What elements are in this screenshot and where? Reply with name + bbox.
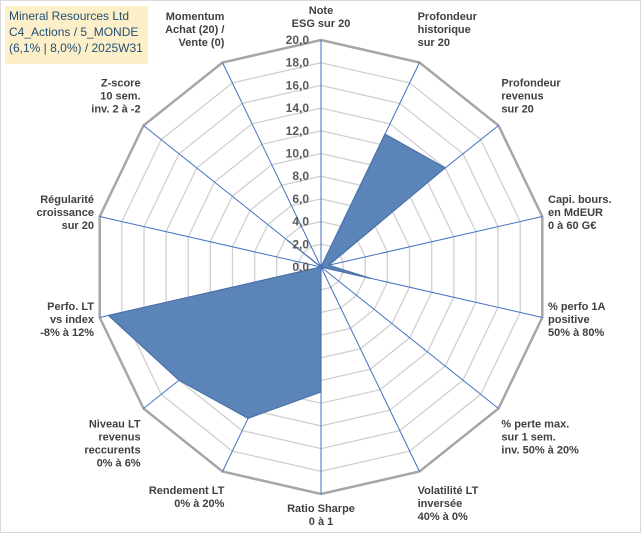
axis-label: Ratio Sharpe 0 à 1 <box>287 503 355 528</box>
tick-label: 10,0 <box>286 147 310 161</box>
axis-label: Profondeur historique sur 20 <box>418 11 478 49</box>
series-area <box>107 133 447 419</box>
radar-axis-labels: Note ESG sur 20 Profondeur historique sur 20… <box>37 5 612 528</box>
info-box: Mineral Resources Ltd C4_Actions / 5_MON… <box>5 6 148 64</box>
axis-spoke <box>99 216 322 268</box>
axis-spoke <box>320 266 420 472</box>
axis-spoke <box>320 266 499 409</box>
axis-label: Z-score 10 sem. inv. 2 à -2 <box>91 78 140 116</box>
info-company: Mineral Resources Ltd <box>9 9 130 23</box>
tick-label: 18,0 <box>286 56 310 70</box>
axis-label: Niveau LT revenus reccurents 0% à 6% <box>84 418 141 469</box>
tick-label: 12,0 <box>286 124 310 138</box>
axis-label: Régularité croissance sur 20 <box>37 194 94 232</box>
axis-label: Volatilité LT inversée 40% à 0% <box>418 485 479 523</box>
axis-label: Profondeur revenus sur 20 <box>501 78 561 116</box>
axis-label: Momentum Achat (20) / Vente (0) <box>165 11 225 49</box>
radar-series <box>107 133 447 419</box>
axis-spoke <box>222 62 322 268</box>
tick-label: 14,0 <box>286 101 310 115</box>
info-period: (6,1% | 8,0%) / 2025W31 <box>9 41 143 55</box>
axis-label: % perfo 1A positive 50% à 80% <box>548 301 606 339</box>
info-category: C4_Actions / 5_MONDE <box>9 25 139 39</box>
axis-label: Note ESG sur 20 <box>292 5 351 30</box>
tick-label: 0,0 <box>292 260 309 274</box>
tick-label: 8,0 <box>292 169 309 183</box>
radar-tick-labels: 0,0 2,0 4,0 6,0 8,0 10,0 12,0 14,0 16,0 18,0 20,0 <box>286 33 310 274</box>
tick-label: 16,0 <box>286 78 310 92</box>
axis-label: Perfo. LT vs index -8% à 12% <box>40 301 95 339</box>
tick-label: 2,0 <box>292 237 309 251</box>
tick-label: 6,0 <box>292 192 309 206</box>
axis-label: Rendement LT 0% à 20% <box>149 485 225 510</box>
tick-label: 20,0 <box>286 33 310 47</box>
tick-label: 4,0 <box>292 215 309 229</box>
axis-label: % perte max. sur 1 sem. inv. 50% à 20% <box>501 418 579 456</box>
axis-label: Capi. bours. en MdEUR 0 à 60 G€ <box>548 194 612 232</box>
axis-spoke <box>320 216 543 268</box>
